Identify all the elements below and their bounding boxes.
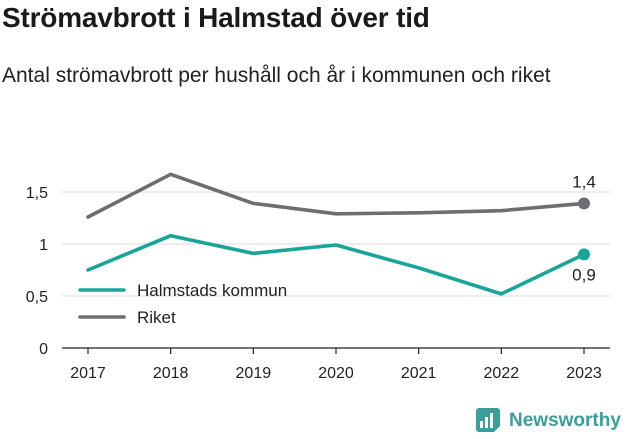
series-end-point [578, 248, 590, 261]
series-end-label: 0,9 [572, 265, 596, 284]
legend-label: Riket [137, 308, 176, 327]
x-tick-label: 2020 [318, 365, 354, 382]
brand-name: Newsworthy [509, 410, 621, 431]
x-tick-label: 2019 [236, 365, 272, 382]
series-end-point [578, 197, 590, 210]
series-lines [86, 172, 590, 296]
x-tick-label: 2018 [153, 365, 189, 382]
legend-label: Halmstads kommun [137, 281, 287, 300]
chart-subtitle: Antal strömavbrott per hushåll och år i … [2, 64, 551, 87]
y-tick-label: 1 [39, 237, 48, 254]
x-tick-label: 2017 [70, 365, 106, 382]
series-end-label: 1,4 [572, 172, 596, 191]
y-tick-label: 1,5 [26, 185, 48, 202]
series-line [86, 233, 586, 296]
brand: Newsworthy [475, 407, 621, 435]
end-labels: 0,9 1,4 [572, 172, 596, 284]
y-tick-label: 0,5 [26, 289, 48, 306]
chart-title: Strömavbrott i Halmstad över tid [2, 2, 430, 33]
axes: 0 0,5 1 1,5 2017 2018 2019 2020 2021 2022 2023 [26, 185, 610, 382]
newsworthy-logo-icon [476, 408, 500, 432]
x-tick-label: 2023 [566, 365, 602, 382]
x-tick-label: 2021 [401, 365, 437, 382]
series-line [86, 172, 586, 219]
y-tick-label: 0 [39, 341, 48, 358]
legend: Halmstads kommun Riket [78, 281, 287, 327]
x-tick-label: 2022 [484, 365, 520, 382]
